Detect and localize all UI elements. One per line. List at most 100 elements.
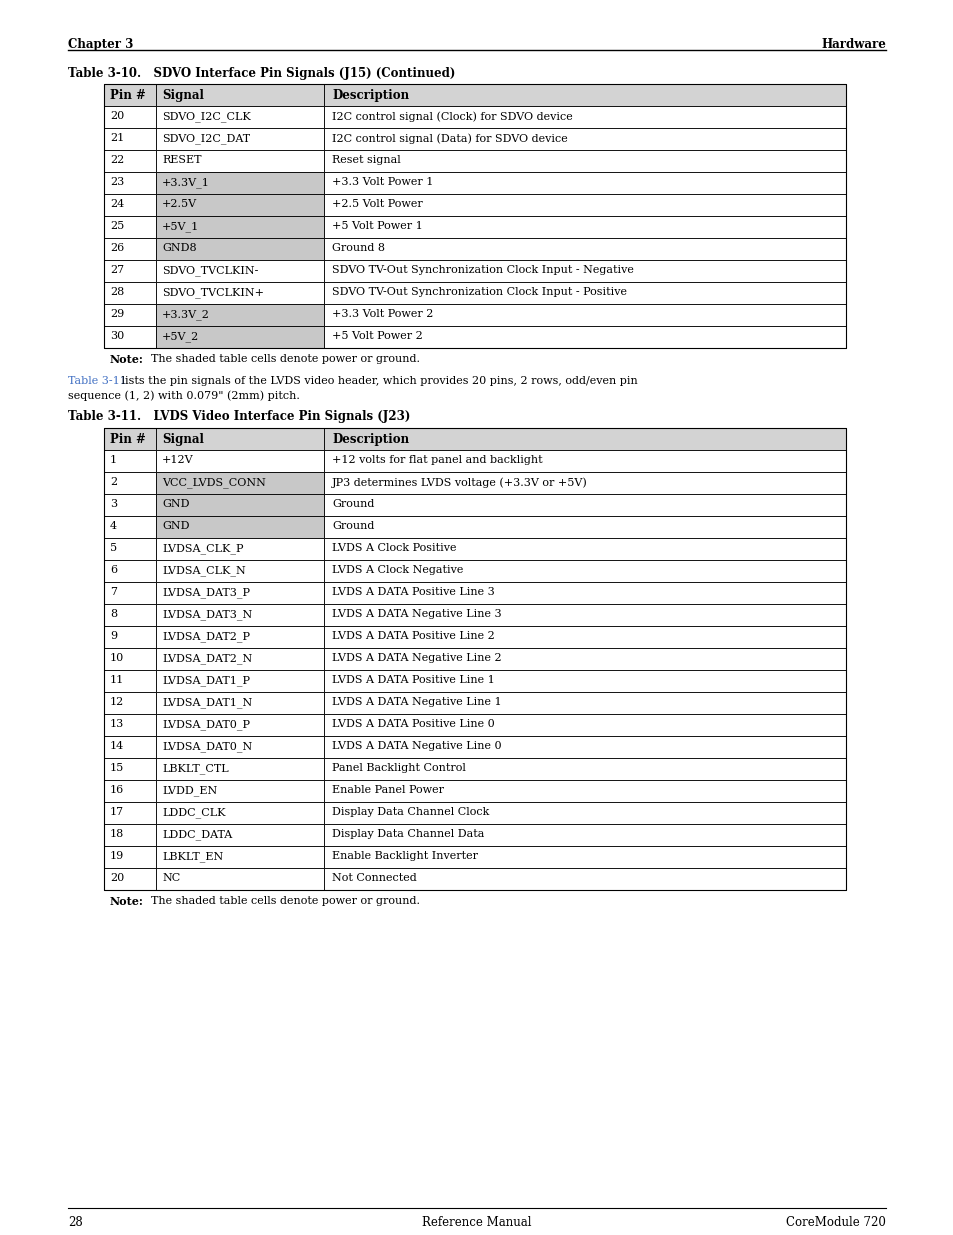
Bar <box>104 304 156 326</box>
Bar <box>156 472 324 494</box>
Text: LVDSA_CLK_P: LVDSA_CLK_P <box>162 543 243 553</box>
Bar <box>104 868 156 890</box>
Bar <box>104 604 156 626</box>
Text: LVDS A DATA Positive Line 2: LVDS A DATA Positive Line 2 <box>332 631 495 641</box>
Bar <box>104 714 156 736</box>
Bar <box>324 781 845 802</box>
Text: +12 volts for flat panel and backlight: +12 volts for flat panel and backlight <box>332 454 542 466</box>
Text: 8: 8 <box>110 609 117 619</box>
Bar <box>324 194 845 216</box>
Bar <box>156 538 324 559</box>
Text: The shaded table cells denote power or ground.: The shaded table cells denote power or g… <box>144 354 419 364</box>
Text: GND: GND <box>162 521 190 531</box>
Bar <box>104 559 156 582</box>
Bar <box>324 648 845 671</box>
Bar <box>324 604 845 626</box>
Bar <box>324 802 845 824</box>
Bar <box>324 216 845 238</box>
Bar <box>156 758 324 781</box>
Bar <box>104 671 156 692</box>
Bar <box>156 604 324 626</box>
Bar <box>324 472 845 494</box>
Text: 6: 6 <box>110 564 117 576</box>
Text: 17: 17 <box>110 806 124 818</box>
Bar <box>104 106 156 128</box>
Text: LVDS A Clock Negative: LVDS A Clock Negative <box>332 564 463 576</box>
Text: 9: 9 <box>110 631 117 641</box>
Text: Table 3-11.   LVDS Video Interface Pin Signals (J23): Table 3-11. LVDS Video Interface Pin Sig… <box>68 410 410 424</box>
Bar <box>104 494 156 516</box>
Bar <box>156 238 324 261</box>
Text: LVDSA_DAT0_N: LVDSA_DAT0_N <box>162 741 252 752</box>
Text: VCC_LVDS_CONN: VCC_LVDS_CONN <box>162 477 266 488</box>
Text: 5: 5 <box>110 543 117 553</box>
Bar <box>324 626 845 648</box>
Bar <box>104 472 156 494</box>
Text: Enable Backlight Inverter: Enable Backlight Inverter <box>332 851 477 861</box>
Text: 30: 30 <box>110 331 124 341</box>
Text: 13: 13 <box>110 719 124 729</box>
Text: 20: 20 <box>110 873 124 883</box>
Text: I2C control signal (Data) for SDVO device: I2C control signal (Data) for SDVO devic… <box>332 133 567 143</box>
Bar <box>324 494 845 516</box>
Bar <box>104 84 845 348</box>
Text: 19: 19 <box>110 851 124 861</box>
Text: Reference Manual: Reference Manual <box>422 1216 531 1229</box>
Text: +3.3 Volt Power 2: +3.3 Volt Power 2 <box>332 309 433 319</box>
Bar <box>104 538 156 559</box>
Text: +2.5 Volt Power: +2.5 Volt Power <box>332 199 422 209</box>
Text: Ground 8: Ground 8 <box>332 243 385 253</box>
Bar <box>104 172 156 194</box>
Text: Ground: Ground <box>332 499 374 509</box>
Bar <box>104 846 156 868</box>
Bar <box>104 758 156 781</box>
Text: Pin #: Pin # <box>110 433 146 446</box>
Bar <box>324 868 845 890</box>
Bar <box>104 326 156 348</box>
Bar <box>104 582 156 604</box>
Text: +2.5V: +2.5V <box>162 199 197 209</box>
Bar <box>156 736 324 758</box>
Text: 25: 25 <box>110 221 124 231</box>
Bar <box>156 194 324 216</box>
Text: GND: GND <box>162 499 190 509</box>
Text: LVDSA_DAT3_N: LVDSA_DAT3_N <box>162 609 252 620</box>
Text: sequence (1, 2) with 0.079" (2mm) pitch.: sequence (1, 2) with 0.079" (2mm) pitch. <box>68 390 299 400</box>
Text: LVDS A DATA Negative Line 1: LVDS A DATA Negative Line 1 <box>332 697 501 706</box>
Bar <box>156 868 324 890</box>
Text: Pin #: Pin # <box>110 89 146 103</box>
Bar <box>156 824 324 846</box>
Bar <box>156 261 324 282</box>
Bar <box>156 304 324 326</box>
Text: 3: 3 <box>110 499 117 509</box>
Bar <box>104 194 156 216</box>
Text: SDVO TV-Out Synchronization Clock Input - Negative: SDVO TV-Out Synchronization Clock Input … <box>332 266 633 275</box>
Text: Signal: Signal <box>162 89 204 103</box>
Bar <box>324 714 845 736</box>
Bar <box>104 149 156 172</box>
Bar <box>156 582 324 604</box>
Text: lists the pin signals of the LVDS video header, which provides 20 pins, 2 rows, : lists the pin signals of the LVDS video … <box>118 375 638 387</box>
Text: LVDS A DATA Positive Line 0: LVDS A DATA Positive Line 0 <box>332 719 495 729</box>
Bar <box>156 714 324 736</box>
Text: Ground: Ground <box>332 521 374 531</box>
Bar <box>104 802 156 824</box>
Bar <box>104 429 845 890</box>
Text: JP3 determines LVDS voltage (+3.3V or +5V): JP3 determines LVDS voltage (+3.3V or +5… <box>332 477 587 488</box>
Bar <box>104 824 156 846</box>
Bar <box>324 261 845 282</box>
Text: Chapter 3: Chapter 3 <box>68 38 133 51</box>
Text: 18: 18 <box>110 829 124 839</box>
Text: Not Connected: Not Connected <box>332 873 416 883</box>
Text: Display Data Channel Data: Display Data Channel Data <box>332 829 484 839</box>
Bar <box>156 149 324 172</box>
Text: LVDS A DATA Positive Line 3: LVDS A DATA Positive Line 3 <box>332 587 495 597</box>
Text: LVDSA_DAT1_P: LVDSA_DAT1_P <box>162 676 250 685</box>
Text: Hardware: Hardware <box>821 38 885 51</box>
Bar <box>104 692 156 714</box>
Bar <box>324 172 845 194</box>
Text: +5 Volt Power 1: +5 Volt Power 1 <box>332 221 422 231</box>
Text: Display Data Channel Clock: Display Data Channel Clock <box>332 806 489 818</box>
Bar <box>156 282 324 304</box>
Bar <box>156 648 324 671</box>
